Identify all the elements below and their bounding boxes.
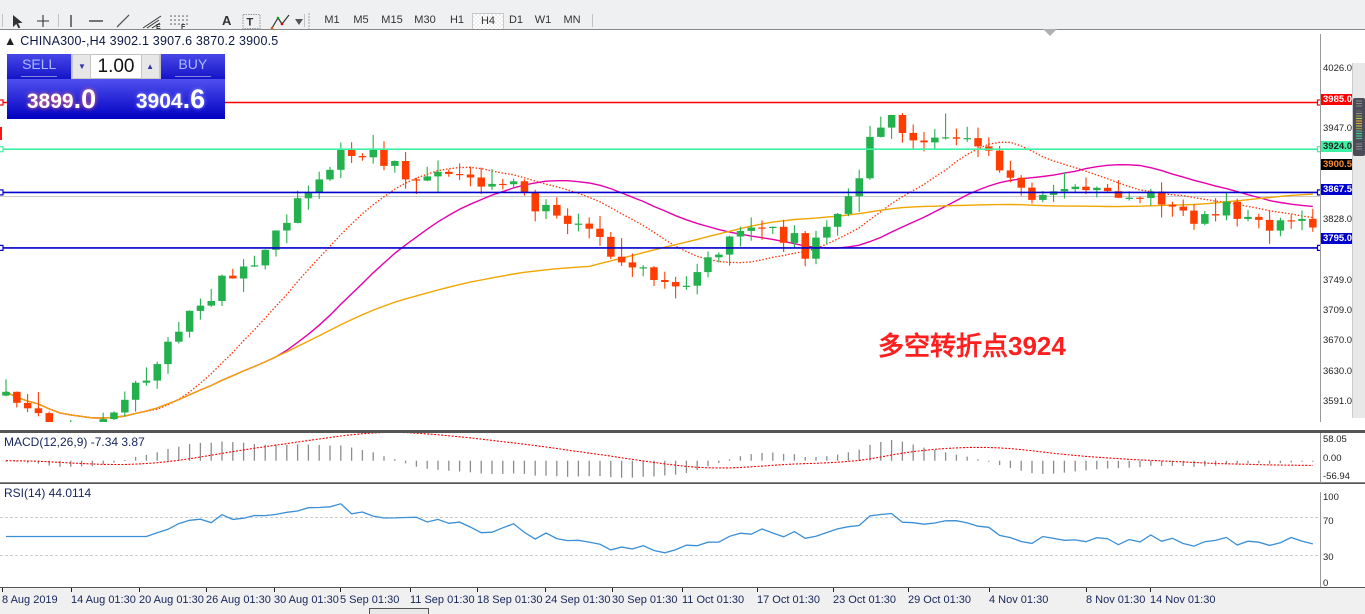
svg-text:T: T [247,17,254,29]
